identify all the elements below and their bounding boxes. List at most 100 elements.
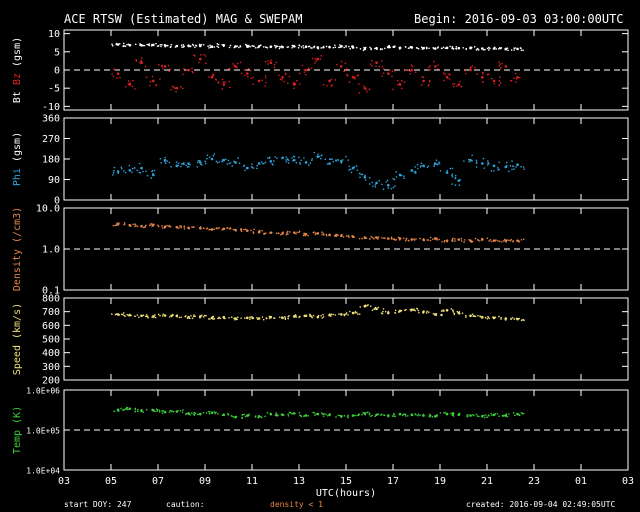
data-scatter [144, 65, 147, 68]
data-scatter [281, 316, 283, 318]
x-tick-label: 15 [340, 476, 352, 487]
data-scatter [134, 223, 136, 226]
data-scatter [374, 47, 376, 50]
data-scatter [483, 414, 485, 417]
y-label-part: (gsm) [12, 132, 23, 168]
data-point-density [140, 224, 143, 228]
data-scatter [433, 313, 436, 316]
data-scatter [298, 72, 301, 75]
data-scatter [347, 414, 349, 417]
data-scatter [189, 414, 192, 416]
data-scatter [131, 171, 133, 174]
data-scatter [483, 416, 486, 419]
data-scatter [270, 45, 273, 48]
data-scatter [317, 314, 320, 317]
data-scatter [298, 44, 301, 47]
data-scatter [452, 309, 454, 312]
data-scatter [464, 239, 466, 241]
data-scatter [518, 76, 521, 79]
data-scatter [120, 166, 123, 168]
data-scatter [347, 234, 350, 237]
data-scatter [373, 238, 375, 240]
data-scatter [154, 410, 156, 413]
data-scatter [296, 79, 298, 82]
data-scatter [128, 224, 130, 227]
data-point-temp [210, 411, 214, 415]
data-scatter [145, 408, 148, 411]
data-scatter [394, 415, 397, 418]
data-scatter [515, 317, 518, 320]
data-scatter [326, 414, 329, 417]
data-scatter [249, 316, 251, 319]
data-scatter [321, 413, 324, 415]
data-scatter [351, 45, 353, 48]
data-scatter [172, 410, 175, 413]
data-scatter [404, 309, 406, 312]
data-scatter [486, 317, 489, 320]
data-scatter [409, 45, 412, 48]
data-scatter [309, 162, 312, 164]
x-tick-label: 03 [58, 476, 70, 487]
data-scatter [341, 45, 343, 47]
y-tick-label: -5 [48, 84, 60, 95]
data-scatter [377, 236, 380, 238]
data-point-phi [398, 173, 402, 177]
data-scatter [384, 414, 386, 417]
data-scatter [482, 49, 485, 51]
data-scatter [368, 413, 371, 416]
data-scatter [250, 77, 253, 80]
data-scatter [506, 239, 508, 242]
data-scatter [459, 179, 462, 181]
data-scatter [382, 72, 385, 74]
data-scatter [164, 160, 166, 163]
data-scatter [217, 43, 220, 46]
data-scatter [366, 91, 368, 93]
data-scatter [490, 412, 492, 415]
data-scatter [484, 316, 487, 319]
data-scatter [194, 55, 196, 57]
data-scatter [192, 315, 195, 318]
data-scatter [285, 159, 287, 161]
data-scatter [427, 165, 430, 167]
data-scatter [186, 317, 189, 320]
data-scatter [126, 43, 128, 46]
data-scatter [393, 238, 396, 241]
data-point-bz [269, 61, 273, 65]
data-scatter [152, 223, 155, 226]
data-scatter [145, 224, 147, 227]
data-scatter [345, 68, 348, 70]
data-scatter [329, 80, 331, 83]
data-scatter [139, 43, 141, 45]
x-tick-label: 19 [434, 476, 446, 487]
data-scatter [401, 414, 404, 417]
data-point-temp [375, 413, 378, 417]
data-scatter [500, 318, 502, 320]
data-scatter [513, 168, 515, 170]
data-scatter [463, 160, 465, 162]
data-scatter [364, 48, 367, 51]
data-scatter [513, 47, 516, 50]
x-tick-label: 03 [622, 476, 634, 487]
data-scatter [234, 162, 237, 164]
data-scatter [417, 309, 420, 312]
data-scatter [295, 162, 298, 164]
data-scatter [416, 307, 418, 310]
data-scatter [115, 224, 118, 226]
data-scatter [514, 72, 517, 75]
data-scatter [273, 63, 276, 66]
data-scatter [264, 161, 267, 164]
data-scatter [451, 238, 454, 241]
data-scatter [400, 174, 403, 177]
data-scatter [280, 45, 283, 47]
data-scatter [278, 74, 280, 77]
data-scatter [513, 77, 515, 80]
data-scatter [486, 164, 489, 166]
data-scatter [421, 48, 424, 50]
data-scatter [219, 317, 222, 320]
data-scatter [456, 310, 459, 313]
data-scatter [486, 237, 489, 240]
data-scatter [446, 240, 449, 243]
data-point-bt [304, 45, 308, 49]
data-scatter [357, 74, 360, 77]
